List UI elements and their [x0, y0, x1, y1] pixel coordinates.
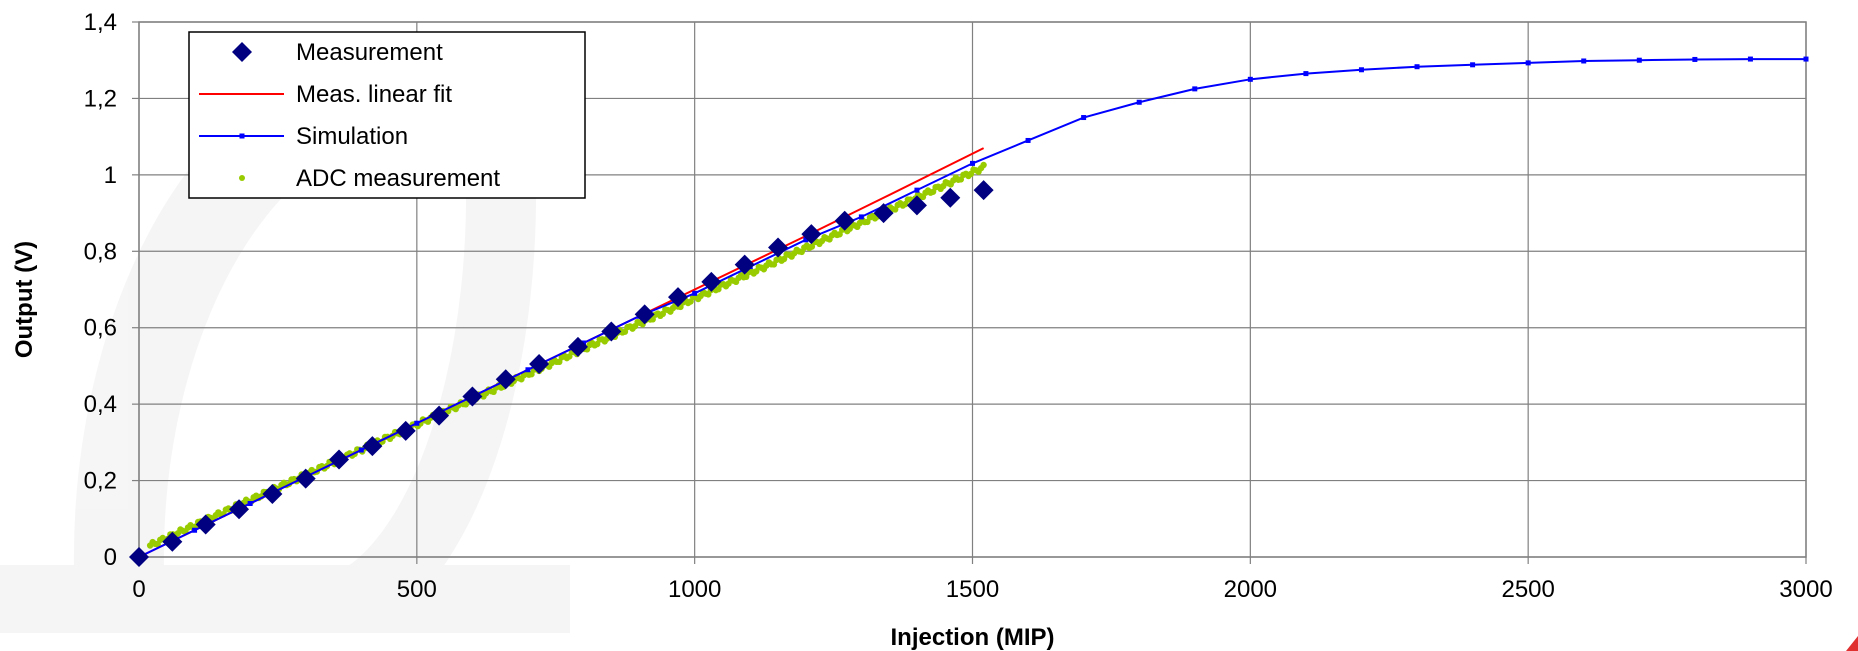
corner-mark	[1846, 636, 1858, 651]
x-axis: 0 500 1000 1500 2000 2500 3000	[132, 557, 1833, 603]
y-axis-title: Output (V)	[11, 241, 38, 358]
measurement-point	[667, 287, 688, 308]
measurement-point	[701, 271, 722, 292]
measurement-point	[734, 254, 755, 275]
simulation-point	[1192, 86, 1198, 92]
simulation-point	[1414, 64, 1420, 70]
simulation-point	[1081, 115, 1087, 121]
y-tick-label: 0	[104, 544, 117, 571]
measurement-point	[429, 405, 450, 426]
x-tick-label: 0	[132, 576, 145, 603]
measurement-point	[973, 180, 994, 201]
adc-point	[980, 161, 987, 169]
simulation-point	[1136, 99, 1142, 105]
measurement-point	[495, 369, 516, 390]
simulation-point	[803, 237, 809, 243]
measurement-point	[940, 187, 961, 208]
legend-swatch-measurement	[232, 42, 252, 62]
legend-label: Simulation	[296, 123, 408, 150]
simulation-point	[1803, 56, 1809, 62]
measurement-point	[529, 354, 550, 375]
simulation-point	[1303, 71, 1309, 77]
y-tick-label: 0,6	[84, 315, 117, 342]
simulation-point	[358, 447, 364, 453]
simulation-point	[858, 214, 864, 220]
measurement-point	[873, 203, 894, 224]
measurement-point	[395, 420, 416, 441]
x-tick-label: 3000	[1779, 576, 1832, 603]
legend-swatch-simulation-marker	[239, 133, 245, 139]
legend-label: Measurement	[296, 39, 443, 66]
y-tick-label: 0,2	[84, 468, 117, 495]
measurement-point	[801, 224, 822, 245]
series-measurement	[129, 180, 994, 567]
simulation-point	[1692, 56, 1698, 62]
measurement-point	[834, 210, 855, 231]
measurement-point	[195, 514, 216, 535]
legend-box	[188, 31, 586, 199]
y-tick-label: 1,2	[84, 85, 117, 112]
x-tick-label: 2500	[1501, 576, 1554, 603]
legend-label: Meas. linear fit	[296, 81, 452, 108]
simulation-point	[1525, 60, 1531, 66]
simulation-point	[970, 160, 975, 166]
x-tick-label: 1500	[946, 576, 999, 603]
simulation-point	[1747, 56, 1753, 62]
legend-swatch-adc	[239, 175, 245, 181]
simulation-point	[247, 501, 253, 506]
measurement-point	[295, 468, 316, 489]
simulation-point	[692, 290, 698, 296]
measurement-point	[567, 336, 588, 357]
simulation-point	[192, 527, 198, 533]
simulation-point	[1636, 57, 1642, 63]
simulation-point	[1358, 67, 1364, 73]
measurement-point	[462, 386, 483, 407]
y-tick-label: 0,8	[84, 238, 117, 265]
measurement-point	[906, 195, 927, 216]
simulation-point	[1581, 58, 1587, 64]
measurement-point	[162, 531, 183, 552]
y-axis: 0 0,2 0,4 0,6 0,8 1 1,2 1,4	[84, 9, 139, 571]
simulation-point	[1247, 76, 1253, 82]
measurement-point	[129, 547, 149, 567]
measurement-point	[229, 499, 250, 520]
simulation-point	[525, 367, 531, 373]
measurement-point	[768, 237, 789, 258]
legend: Measurement Meas. linear fit Simulation ADC…	[188, 31, 586, 199]
x-axis-title: Injection (MIP)	[891, 624, 1055, 651]
simulation-point	[414, 420, 420, 426]
watermark-bar	[0, 565, 570, 633]
simulation-point	[1025, 137, 1031, 143]
y-tick-label: 1	[104, 162, 117, 189]
y-tick-label: 0,4	[84, 391, 117, 418]
y-tick-label: 1,4	[84, 9, 117, 36]
measurement-point	[329, 449, 350, 470]
x-tick-label: 1000	[668, 576, 721, 603]
x-tick-label: 500	[397, 576, 437, 603]
measurement-point	[634, 304, 655, 325]
watermark-arc-right	[341, 148, 537, 631]
simulation-point	[1470, 62, 1476, 68]
simulation-point	[914, 187, 920, 193]
x-tick-label: 2000	[1224, 576, 1277, 603]
measurement-point	[262, 483, 283, 504]
legend-label: ADC measurement	[296, 165, 500, 192]
measurement-point	[601, 321, 622, 342]
measurement-point	[362, 436, 383, 457]
